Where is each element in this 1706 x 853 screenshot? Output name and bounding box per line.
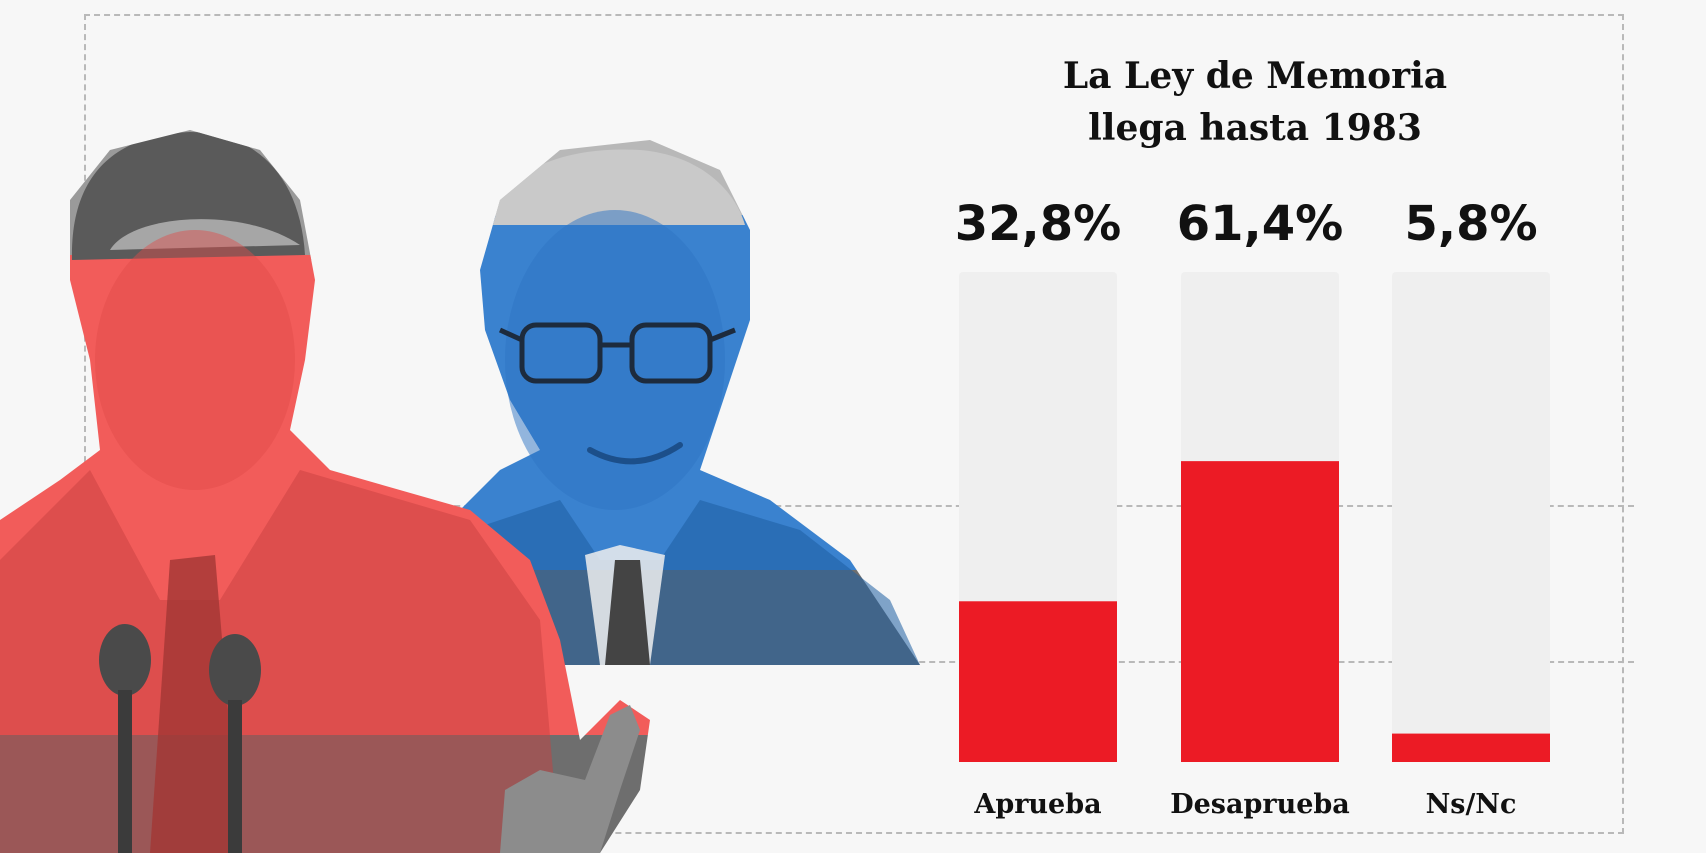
value-label-ns-nc: 5,8% — [1404, 196, 1537, 252]
category-label-desaprueba: Desaprueba — [1170, 789, 1350, 820]
category-label-ns-nc: Ns/Nc — [1426, 789, 1517, 820]
chart-title: La Ley de Memoria llega hasta 1983 — [1063, 55, 1447, 149]
chart-title-line-2: llega hasta 1983 — [1088, 107, 1422, 149]
hair-shape — [485, 149, 745, 225]
glasses-icon — [498, 322, 736, 384]
bar-track-ns-nc — [1392, 272, 1550, 762]
bar-desaprueba — [1181, 461, 1339, 762]
value-label-aprueba: 32,8% — [955, 196, 1122, 252]
value-label-desaprueba: 61,4% — [1177, 196, 1344, 252]
bar-aprueba — [959, 601, 1117, 762]
category-label-aprueba: Aprueba — [973, 789, 1101, 820]
right-politician-photo — [430, 140, 920, 665]
hand-shape — [500, 705, 640, 853]
dashed-frame — [84, 14, 1624, 834]
microphone-icon — [99, 624, 261, 853]
bar-ns-nc — [1392, 733, 1550, 762]
bars-group: 32,8% Aprueba 61,4% Desaprueba 5,8% Ns/Nc — [955, 196, 1550, 820]
chart-title-line-1: La Ley de Memoria — [1063, 55, 1447, 97]
